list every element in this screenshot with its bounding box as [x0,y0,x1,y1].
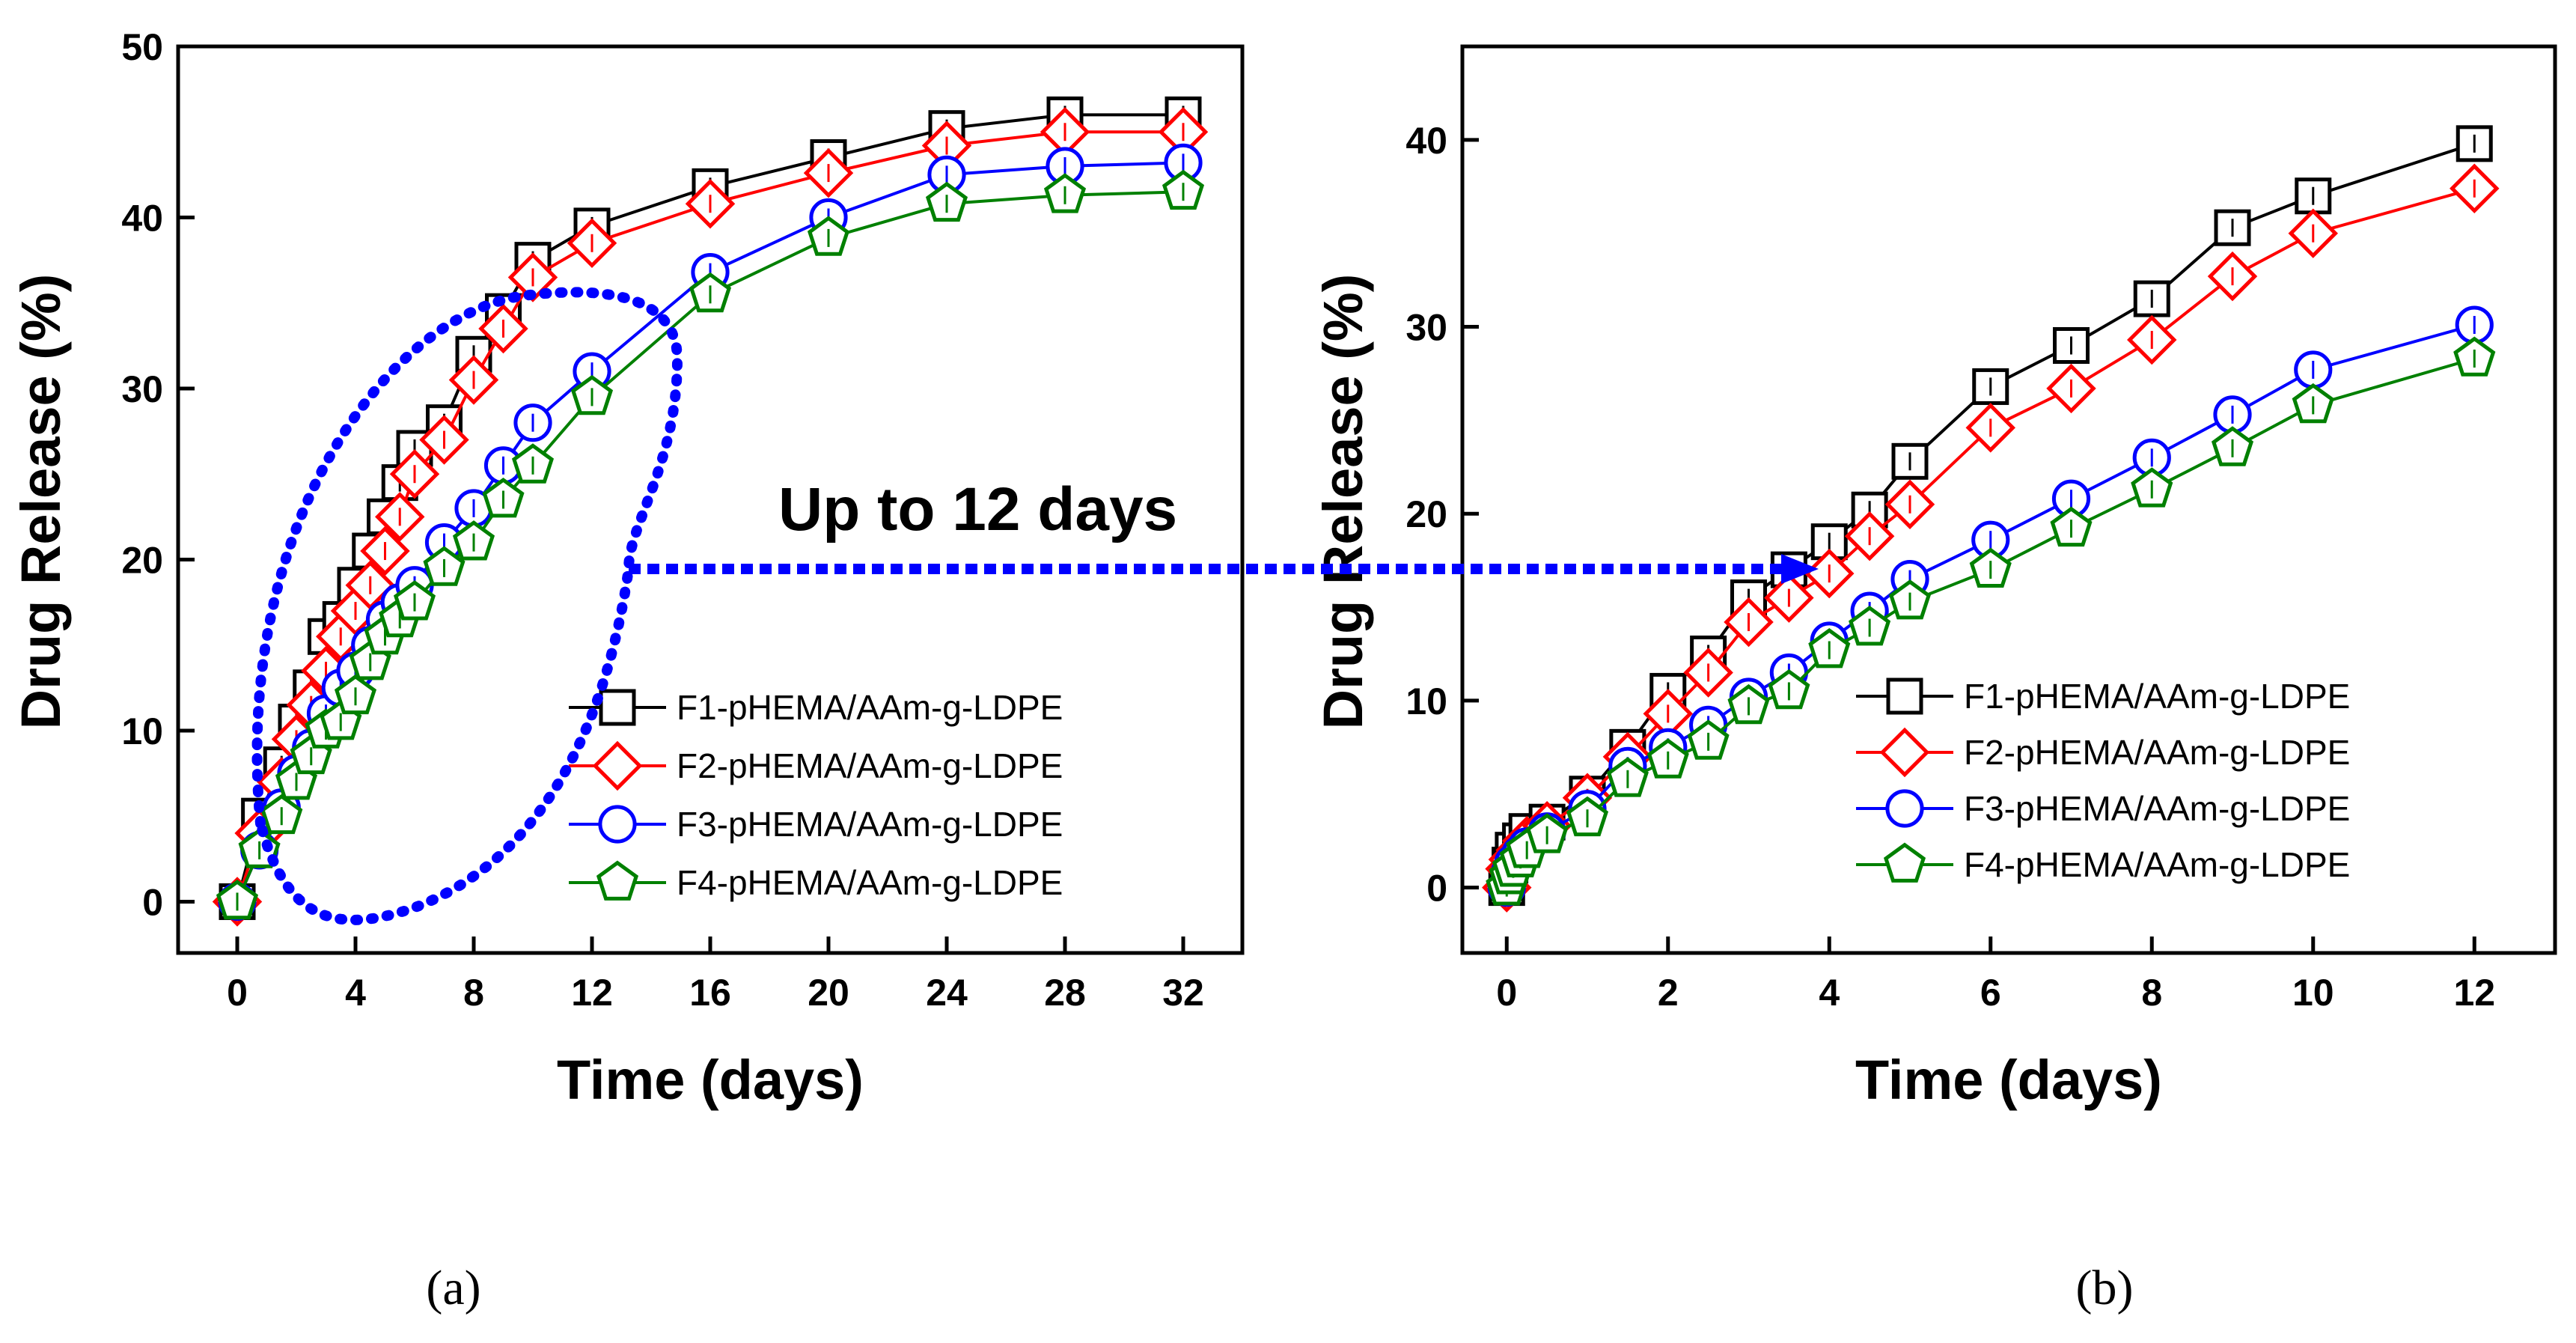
panel-b-series-layer: F1-pHEMA/AAm-g-LDPE F2-pHEMA/AAm-g-LDPE F3… [1482,125,2500,913]
panel-b-legend-label-4: F4-pHEMA/AAm-g-LDPE [1964,845,2350,884]
panel-a-y-tick-label: 30 [121,368,163,410]
panel-b-y-tick-label: 20 [1405,493,1447,535]
panel-a-legend: F1-pHEMA/AAm-g-LDPE F2-pHEMA/AAm-g-LDPE F3… [569,688,1063,902]
panel-b-legend-label-3: F3-pHEMA/AAm-g-LDPE [1964,789,2350,828]
panel-b-series-1-point [2456,125,2493,162]
panel-a-legend-marker-2 [592,740,643,791]
panel-a-y-axis-title: Drug Release (%) [10,274,72,730]
panel-b-series-1-line [1505,141,2475,888]
panel-b-plot-frame [1460,44,2557,955]
panel-b-x-tick-label: 10 [2292,972,2334,1014]
panel-b-label: (b) [2076,1261,2134,1315]
panel-b-legend-label-2: F2-pHEMA/AAm-g-LDPE [1964,733,2350,772]
panel-a-series-layer: F1-pHEMA/AAm-g-LDPE F2-pHEMA/AAm-g-LDPE F3… [212,96,1209,927]
zoom-loop-dotted [251,287,683,925]
panel-b-x-tick-label: 8 [2141,972,2162,1014]
panel-a-x-tick-label: 12 [571,972,613,1014]
panel-a-x-tick-label: 4 [345,972,366,1014]
panel-a-y-tick-label: 10 [121,710,163,752]
panel-a-chart: 0 4 8 12 16 20 24 28 32 0 10 20 30 40 50 F1-pHEMA/AAm-… [10,26,1245,1315]
panel-b-x-tick-label: 0 [1496,972,1517,1014]
zoom-arrow-head [1781,554,1819,584]
panel-b-legend-marker-2 [1879,727,1930,778]
panel-b-legend-label-1: F1-pHEMA/AAm-g-LDPE [1964,677,2350,716]
panel-a-y-tick-label: 20 [121,539,163,581]
panel-b-x-tick-label: 12 [2453,972,2495,1014]
panel-b-legend-marker-4 [1883,842,1926,883]
panel-a-y-tick-label: 50 [121,26,163,68]
panel-a-legend-label-4: F4-pHEMA/AAm-g-LDPE [677,863,1063,902]
zoom-annotation-text: Up to 12 days [778,475,1177,543]
panel-a-x-tick-label: 24 [926,972,968,1014]
panel-a-x-tick-label: 20 [808,972,849,1014]
panel-b-x-tick-label: 6 [1980,972,2001,1014]
zoom-annotation: Up to 12 days [251,287,1819,925]
panel-b-y-tick-label: 40 [1405,120,1447,162]
panel-a-legend-label-2: F2-pHEMA/AAm-g-LDPE [677,746,1063,785]
panel-b-y-tick-label: 30 [1405,307,1447,349]
panel-a-x-tick-label: 8 [463,972,484,1014]
panel-a-x-tick-label: 16 [689,972,731,1014]
panel-b-series-4 [1486,336,2496,906]
panel-a-legend-marker-4 [596,860,639,901]
panel-b-legend-marker-3 [1885,789,1924,828]
panel-a-ticks: 0 4 8 12 16 20 24 28 32 0 10 20 30 40 50 [121,26,1203,1014]
panel-b-x-tick-label: 2 [1658,972,1679,1014]
panel-b-y-axis-title: Drug Release (%) [1312,274,1374,730]
panel-a-label: (a) [426,1261,480,1315]
panel-b-y-tick-label: 0 [1426,868,1447,910]
panel-b-chart: 0 2 4 6 8 10 12 0 10 20 30 40 F1-pHEMA/AAm-g-LDPE F2… [1312,44,2557,1315]
panel-b-legend-marker-1 [1886,677,1923,715]
panel-b-legend: F1-pHEMA/AAm-g-LDPE F2-pHEMA/AAm-g-LDPE F3… [1856,677,2350,884]
panel-a-x-tick-label: 32 [1162,972,1204,1014]
panel-a-legend-marker-3 [598,805,637,844]
panel-a-legend-label-1: F1-pHEMA/AAm-g-LDPE [677,688,1063,727]
panel-b-ticks: 0 2 4 6 8 10 12 0 10 20 30 40 [1405,120,2495,1014]
panel-a-x-tick-label: 0 [227,972,248,1014]
panel-a-series-4 [216,169,1205,920]
panel-b-y-tick-label: 10 [1405,680,1447,722]
panel-a-legend-marker-1 [599,689,636,726]
panel-b-x-tick-label: 4 [1819,972,1840,1014]
panel-b-x-axis-title: Time (days) [1855,1049,2162,1111]
panel-a-legend-label-3: F3-pHEMA/AAm-g-LDPE [677,805,1063,844]
panel-a-y-tick-label: 0 [142,881,163,923]
panel-a-x-tick-label: 28 [1044,972,1086,1014]
panel-a-x-axis-title: Time (days) [557,1049,864,1111]
panel-a-y-tick-label: 40 [121,197,163,239]
